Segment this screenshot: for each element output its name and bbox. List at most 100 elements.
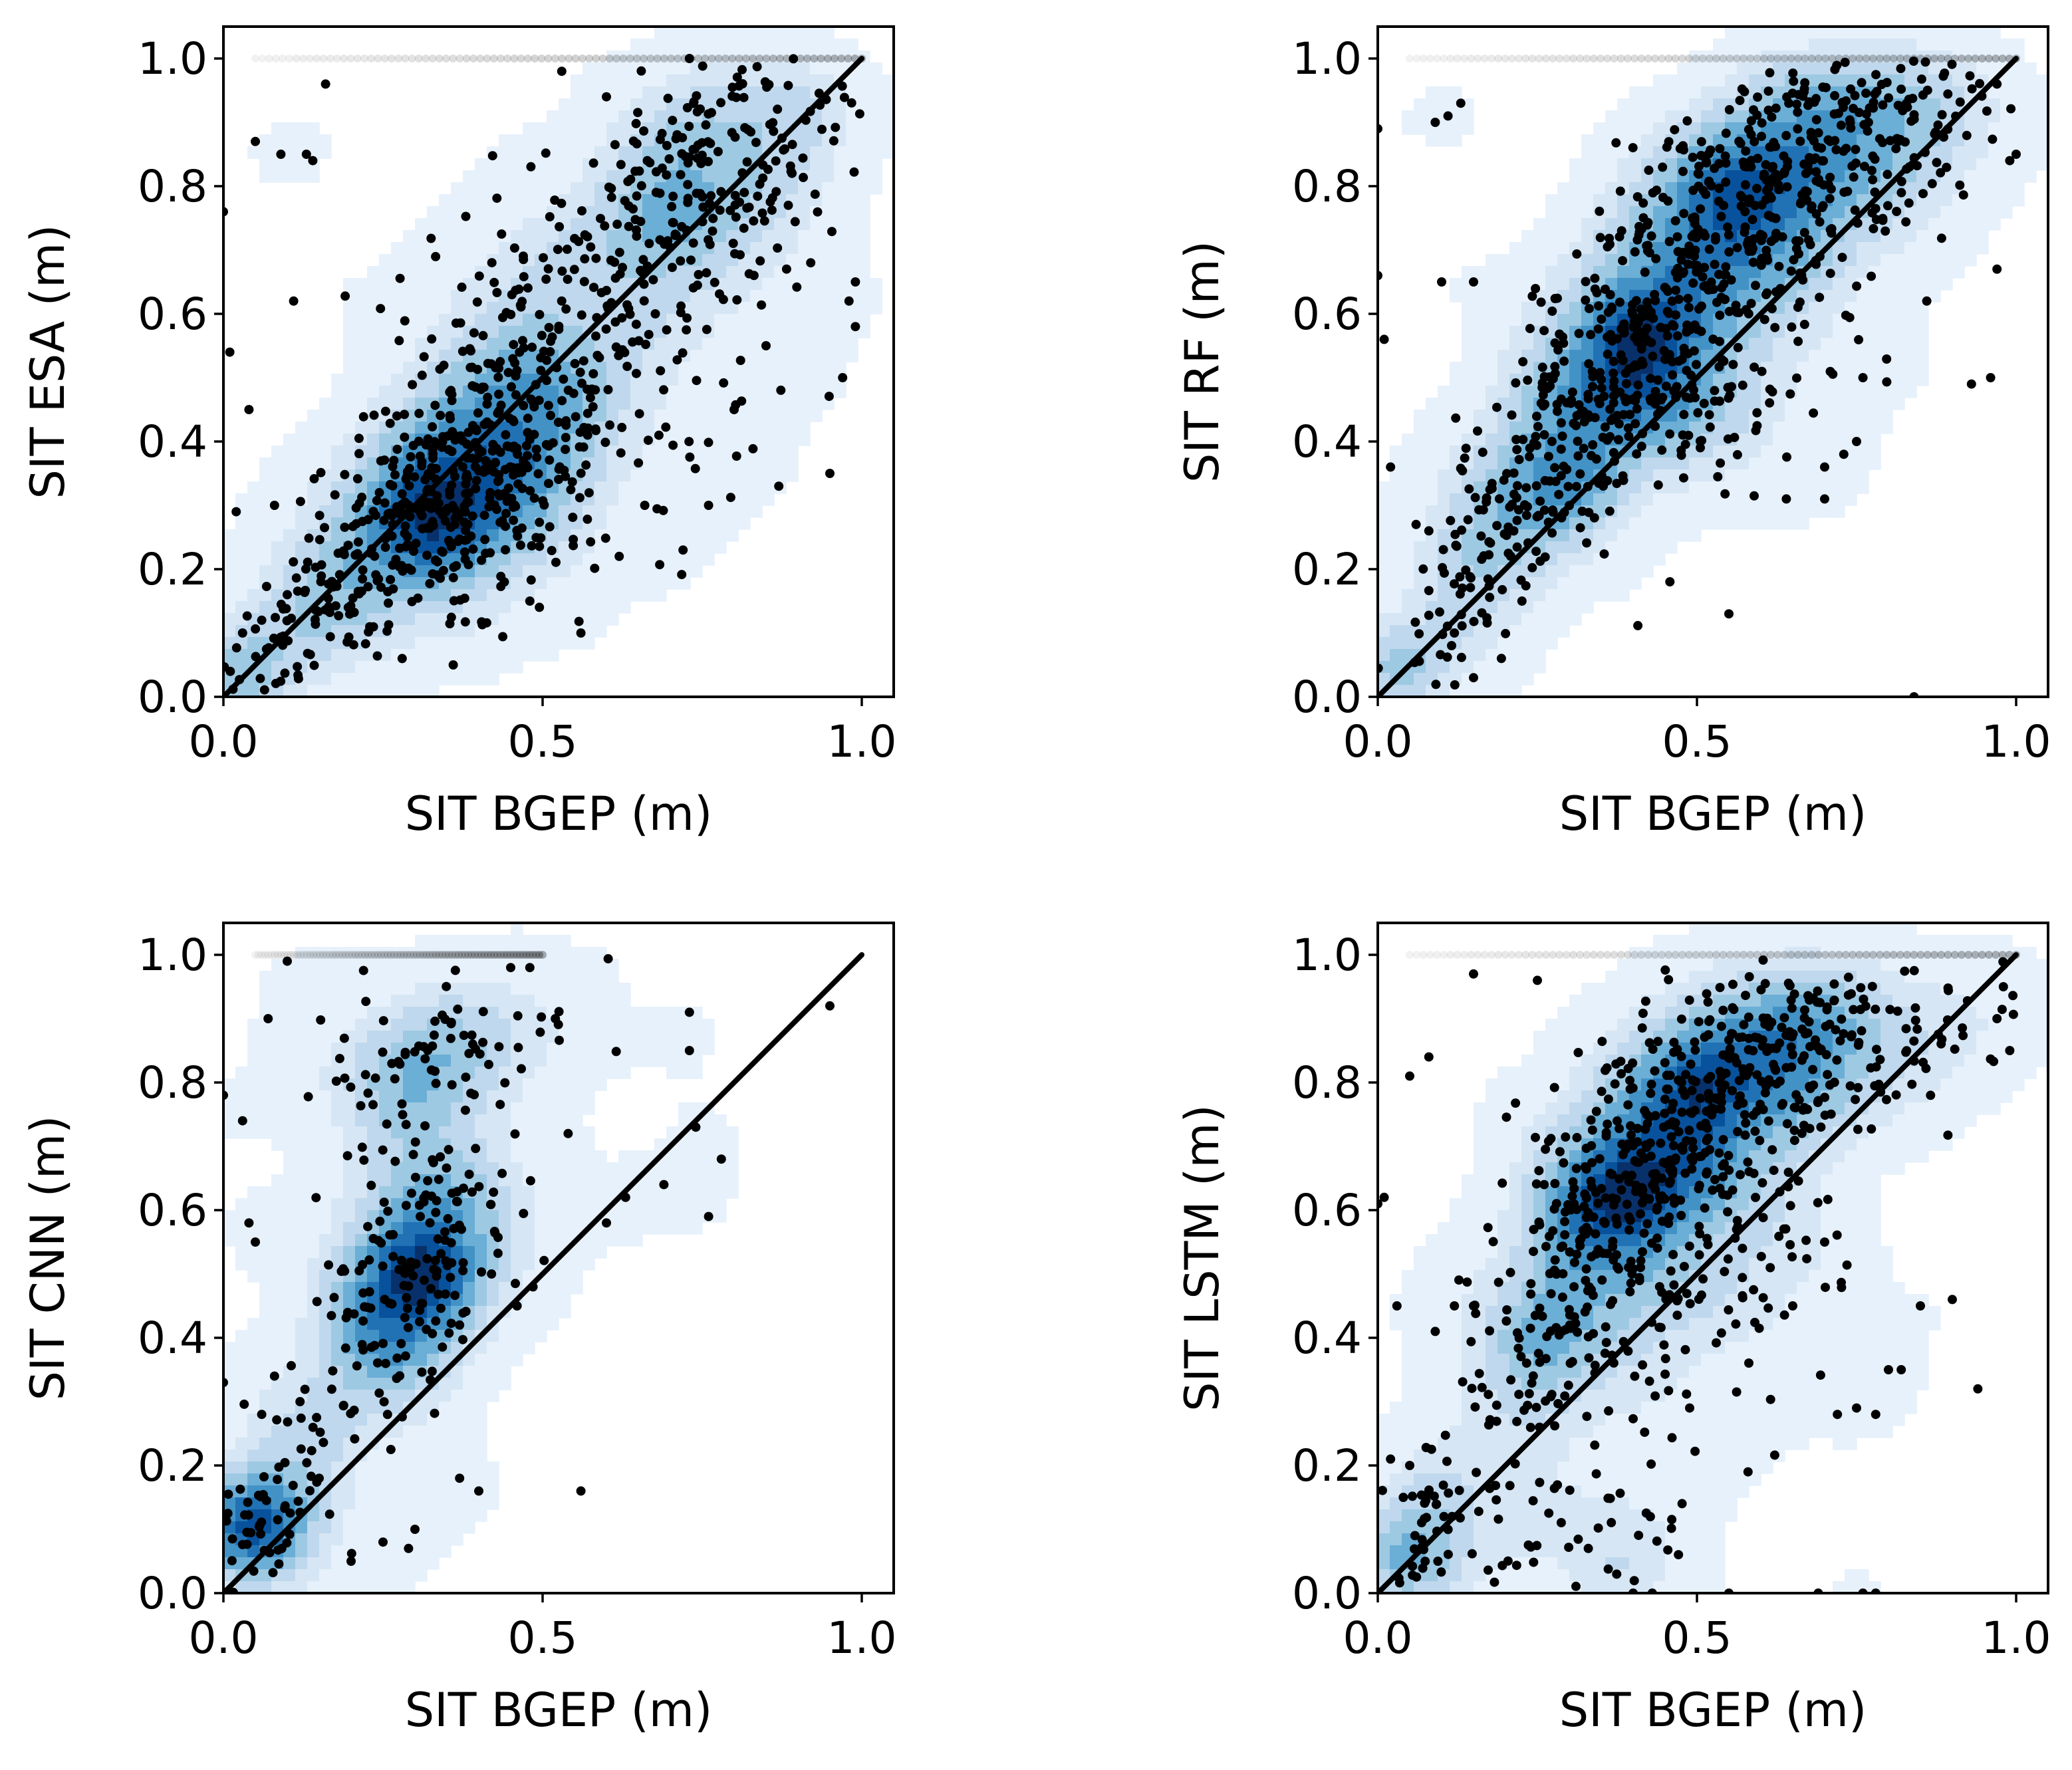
scatter-point xyxy=(1767,1043,1777,1053)
scatter-point xyxy=(1547,436,1557,446)
scatter-point xyxy=(1752,1070,1762,1080)
scatter-point xyxy=(325,632,335,642)
scatter-point xyxy=(1456,652,1466,662)
scatter-point xyxy=(1540,552,1550,562)
x-axis-label: SIT BGEP (m) xyxy=(1559,787,1867,841)
scatter-point xyxy=(509,243,519,253)
scatter-point xyxy=(1646,1151,1656,1161)
scatter-point xyxy=(1787,1050,1797,1059)
scatter-point xyxy=(1503,522,1513,532)
scatter-point xyxy=(1850,90,1860,100)
scatter-point xyxy=(1738,1273,1748,1283)
scatter-point xyxy=(1653,375,1663,385)
scatter-point xyxy=(1471,1309,1481,1319)
plot-area xyxy=(1378,27,2048,697)
scatter-point xyxy=(1701,157,1711,166)
scatter-point xyxy=(555,222,565,231)
scatter-point xyxy=(1875,1055,1885,1065)
scatter-point xyxy=(1648,1045,1658,1055)
scatter-point xyxy=(368,1100,378,1110)
scatter-point xyxy=(397,1099,407,1109)
scatter-point xyxy=(431,251,441,261)
scatter-point xyxy=(625,309,635,319)
scatter-point xyxy=(1583,1332,1593,1342)
scatter-point xyxy=(482,399,492,409)
scatter-point xyxy=(1637,1023,1647,1033)
scatter-point xyxy=(1586,1176,1596,1186)
scatter-point xyxy=(455,534,464,544)
scatter-point xyxy=(1484,1420,1493,1430)
scatter-point xyxy=(256,1529,265,1539)
scatter-point xyxy=(1684,241,1694,251)
scatter-point xyxy=(1563,1380,1573,1390)
x-axis-label: SIT BGEP (m) xyxy=(405,787,713,841)
y-tick-label: 0.4 xyxy=(138,1313,207,1364)
scatter-point xyxy=(289,557,299,567)
scatter-point xyxy=(622,300,632,310)
scatter-point xyxy=(434,1174,444,1184)
scatter-point xyxy=(1793,1176,1803,1186)
scatter-point xyxy=(1901,217,1911,227)
scatter-point xyxy=(446,612,456,622)
scatter-point xyxy=(231,643,241,653)
scatter-point xyxy=(1601,1193,1611,1203)
scatter-point xyxy=(1511,435,1521,444)
scatter-point xyxy=(1644,1194,1654,1204)
scatter-point xyxy=(1723,1190,1732,1200)
scatter-point xyxy=(704,501,713,510)
scatter-point xyxy=(563,275,573,285)
scatter-point xyxy=(1646,1079,1656,1089)
scatter-point xyxy=(1600,422,1610,432)
y-tick-label: 0.2 xyxy=(1292,544,1362,595)
scatter-point xyxy=(1587,1158,1597,1168)
scatter-point xyxy=(312,1412,322,1422)
scatter-point xyxy=(1443,111,1453,121)
scatter-point xyxy=(340,291,350,301)
scatter-point xyxy=(1883,201,1892,211)
scatter-point xyxy=(1818,201,1828,211)
scatter-point xyxy=(1450,680,1460,690)
y-tick-label: 0.4 xyxy=(1292,1313,1362,1364)
scatter-point xyxy=(1494,494,1504,504)
scatter-point xyxy=(1525,1422,1535,1432)
scatter-point xyxy=(1744,1012,1753,1022)
scatter-point xyxy=(308,156,318,166)
scatter-point xyxy=(827,227,837,237)
scatter-point xyxy=(1666,1523,1676,1533)
scatter-point xyxy=(1688,186,1698,195)
scatter-point xyxy=(1801,168,1811,178)
scatter-point xyxy=(1603,1119,1613,1129)
scatter-point xyxy=(1586,1115,1596,1125)
scatter-point xyxy=(1654,1323,1664,1332)
scatter-point xyxy=(1516,1352,1526,1362)
scatter-point xyxy=(1774,1231,1784,1241)
scatter-point xyxy=(1849,1005,1859,1015)
scatter-point xyxy=(1512,1416,1522,1426)
scatter-point xyxy=(370,511,380,521)
scatter-point xyxy=(1789,1136,1799,1146)
scatter-point xyxy=(511,1279,520,1289)
scatter-point xyxy=(351,503,361,513)
scatter-point xyxy=(668,191,678,201)
scatter-point xyxy=(339,1033,349,1043)
scatter-point xyxy=(1791,1090,1801,1100)
scatter-point xyxy=(1638,1247,1647,1257)
scatter-point xyxy=(1744,197,1753,207)
scatter-point xyxy=(631,118,641,128)
scatter-point xyxy=(372,651,382,661)
scatter-point xyxy=(1613,1262,1622,1272)
scatter-point xyxy=(1799,1051,1809,1061)
scatter-point xyxy=(1684,1126,1694,1135)
scatter-point xyxy=(787,140,797,150)
scatter-point xyxy=(1679,145,1688,155)
scatter-point xyxy=(1658,392,1668,402)
scatter-point xyxy=(1788,68,1798,78)
scatter-point xyxy=(690,463,700,473)
scatter-point xyxy=(1597,1037,1607,1047)
scatter-point xyxy=(1922,296,1932,306)
scatter-point xyxy=(1653,1037,1663,1047)
scatter-point xyxy=(268,1568,278,1578)
y-tick-label: 1.0 xyxy=(138,33,207,84)
scatter-point xyxy=(1622,1200,1632,1209)
scatter-point xyxy=(382,1119,392,1129)
